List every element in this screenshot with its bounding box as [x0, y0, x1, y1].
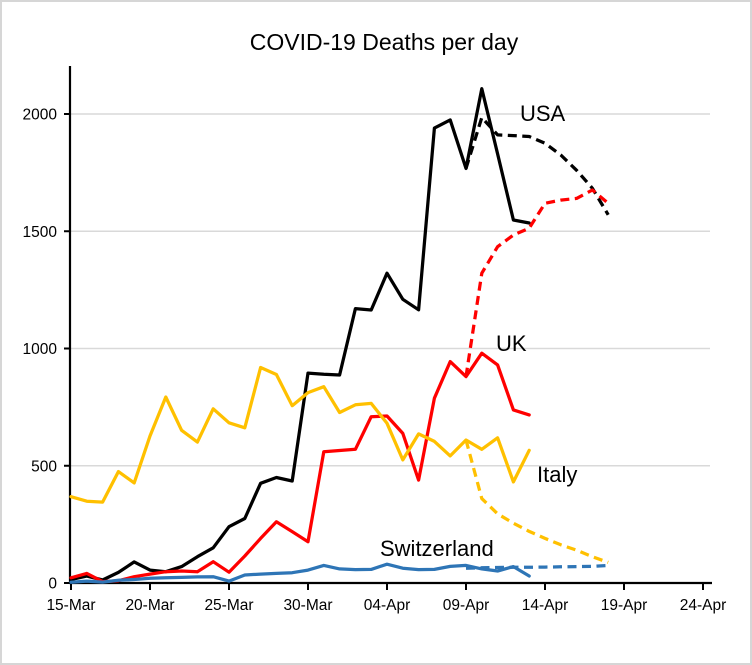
- y-axis-label-1500: 1500: [23, 224, 58, 241]
- x-axis-label-15-mar: 15-Mar: [46, 597, 95, 614]
- series-line-italy-forecast: [464, 439, 609, 564]
- x-axis-label-04-apr: 04-Apr: [364, 597, 411, 614]
- data-series: [69, 87, 610, 584]
- x-axis-label-30-mar: 30-Mar: [283, 597, 332, 614]
- x-axis-labels: 15-Mar 20-Mar 25-Mar 30-Mar 04-Apr 09-Apr 14-A…: [46, 597, 726, 614]
- series-line-uk-forecast: [464, 188, 610, 377]
- y-axis-label-0: 0: [48, 576, 57, 593]
- y-axis-label-2000: 2000: [23, 107, 58, 124]
- series-label-uk: UK: [496, 331, 527, 356]
- x-axis-label-25-mar: 25-Mar: [204, 597, 253, 614]
- y-axis-labels: 0 500 1000 1500 2000: [23, 107, 58, 593]
- x-axis-label-20-mar: 20-Mar: [125, 597, 174, 614]
- series-line-switzerland-forecast: [465, 563, 609, 570]
- x-axis-label-19-apr: 19-Apr: [601, 597, 648, 614]
- gridlines: [71, 113, 710, 467]
- series-line-switzerland: [69, 562, 531, 584]
- series-label-usa: USA: [520, 101, 566, 126]
- series-line-uk: [69, 351, 531, 584]
- series-labels: USA UK Italy Switzerland: [380, 101, 577, 561]
- x-axis-label-09-apr: 09-Apr: [443, 597, 490, 614]
- chart-title: COVID-19 Deaths per day: [250, 29, 519, 55]
- series-line-italy: [69, 365, 531, 504]
- axes: [64, 66, 712, 590]
- series-line-usa: [69, 87, 531, 582]
- y-axis-label-500: 500: [31, 458, 57, 475]
- series-label-switzerland: Switzerland: [380, 536, 494, 561]
- x-axis-label-14-apr: 14-Apr: [522, 597, 569, 614]
- series-label-italy: Italy: [537, 462, 577, 487]
- y-axis-label-1000: 1000: [23, 341, 58, 358]
- x-axis-label-24-apr: 24-Apr: [680, 597, 727, 614]
- series-line-usa-forecast: [464, 115, 610, 216]
